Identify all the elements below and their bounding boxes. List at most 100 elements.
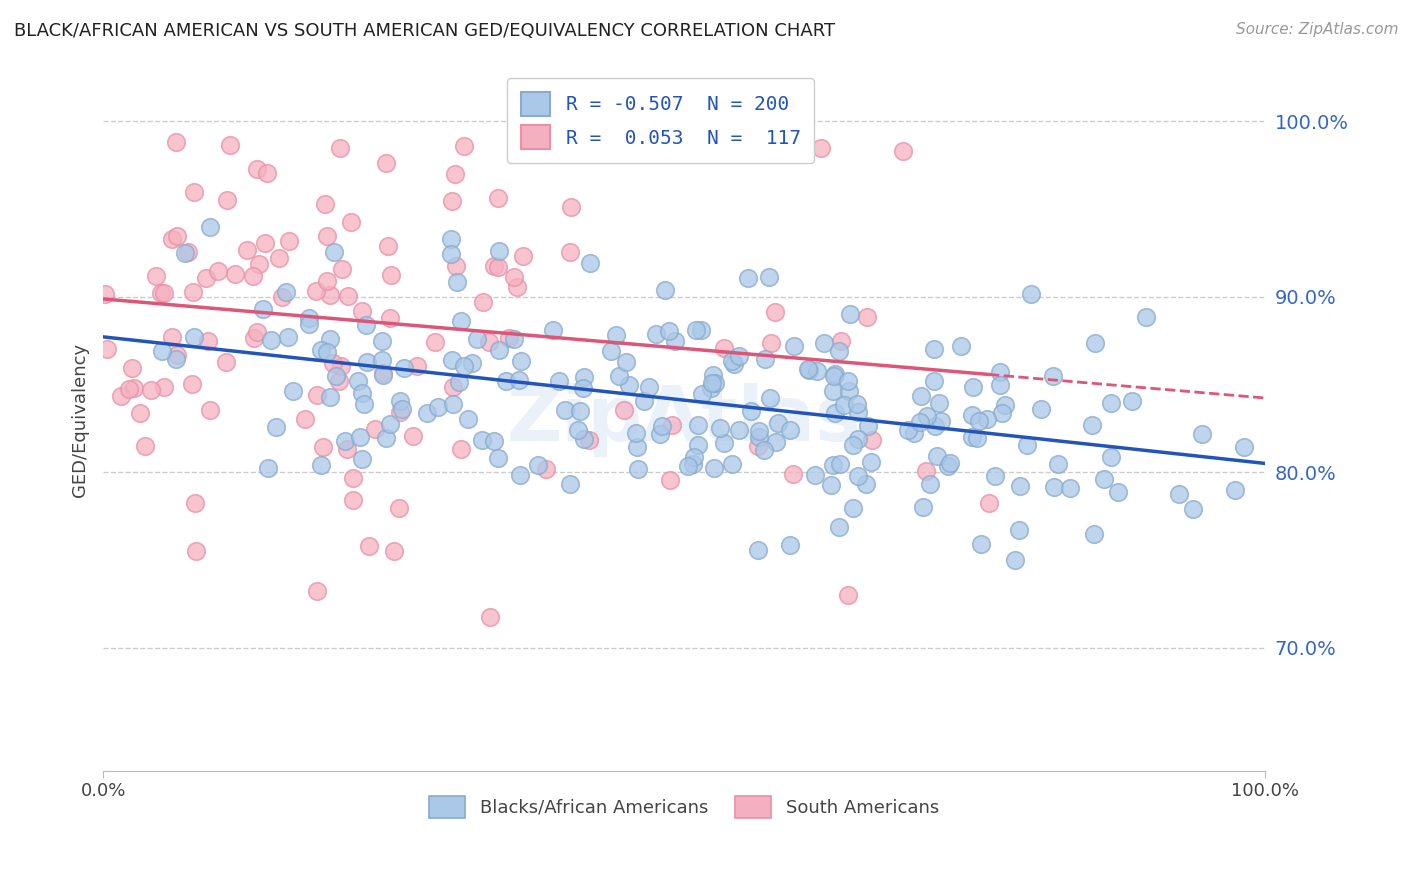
Point — [444, 167, 467, 181]
Point — [453, 138, 475, 153]
Point — [860, 433, 883, 447]
Point — [779, 538, 801, 552]
Point — [441, 352, 464, 367]
Point — [567, 424, 589, 438]
Point — [96, 343, 118, 357]
Point — [747, 542, 769, 557]
Point — [617, 378, 640, 392]
Point — [450, 442, 472, 456]
Point — [356, 23, 378, 37]
Point — [994, 398, 1017, 412]
Point — [215, 355, 238, 369]
Point — [371, 334, 394, 349]
Point — [690, 323, 713, 337]
Point — [571, 381, 593, 395]
Point — [352, 451, 374, 466]
Point — [759, 391, 782, 405]
Point — [908, 415, 931, 429]
Point — [969, 413, 991, 427]
Point — [488, 343, 510, 357]
Point — [918, 476, 941, 491]
Point — [486, 451, 509, 466]
Point — [472, 295, 495, 310]
Point — [440, 232, 463, 246]
Point — [683, 450, 706, 465]
Point — [804, 468, 827, 483]
Point — [359, 539, 381, 553]
Point — [576, 111, 599, 125]
Point — [402, 429, 425, 443]
Point — [626, 425, 648, 440]
Point — [915, 409, 938, 424]
Point — [200, 403, 222, 417]
Point — [267, 251, 290, 265]
Point — [765, 434, 787, 449]
Point — [848, 469, 870, 483]
Point — [353, 397, 375, 411]
Point — [924, 418, 946, 433]
Point — [371, 367, 394, 381]
Point — [312, 441, 335, 455]
Point — [1107, 485, 1129, 500]
Point — [508, 373, 530, 387]
Point — [856, 419, 879, 434]
Point — [676, 459, 699, 474]
Point — [827, 520, 849, 534]
Point — [1017, 438, 1039, 452]
Point — [1010, 479, 1032, 493]
Point — [502, 270, 524, 285]
Point — [783, 339, 806, 353]
Point — [846, 432, 869, 446]
Point — [897, 423, 920, 437]
Point — [661, 417, 683, 432]
Point — [256, 166, 278, 180]
Point — [294, 412, 316, 426]
Point — [664, 334, 686, 348]
Point — [479, 609, 502, 624]
Point — [950, 339, 973, 353]
Point — [848, 405, 870, 419]
Point — [283, 384, 305, 398]
Point — [478, 334, 501, 349]
Point — [330, 261, 353, 276]
Point — [165, 351, 187, 366]
Point — [824, 406, 846, 420]
Point — [685, 323, 707, 337]
Point — [298, 310, 321, 325]
Point — [405, 359, 427, 373]
Point — [160, 232, 183, 246]
Point — [1099, 396, 1122, 410]
Point — [307, 388, 329, 402]
Point — [984, 469, 1007, 483]
Point — [377, 239, 399, 253]
Point — [977, 496, 1000, 510]
Point — [260, 333, 283, 347]
Point — [922, 374, 945, 388]
Point — [910, 389, 932, 403]
Point — [441, 380, 464, 394]
Point — [440, 246, 463, 260]
Point — [388, 501, 411, 516]
Point — [336, 289, 359, 303]
Point — [627, 462, 650, 476]
Point — [166, 348, 188, 362]
Point — [498, 331, 520, 345]
Point — [271, 290, 294, 304]
Point — [389, 394, 412, 409]
Point — [177, 245, 200, 260]
Point — [1004, 553, 1026, 567]
Point — [859, 455, 882, 469]
Point — [703, 461, 725, 475]
Point — [837, 588, 859, 602]
Point — [356, 355, 378, 369]
Point — [962, 380, 984, 394]
Point — [305, 284, 328, 298]
Point — [960, 430, 983, 444]
Point — [482, 259, 505, 273]
Point — [728, 349, 751, 363]
Point — [966, 431, 988, 445]
Point — [543, 323, 565, 337]
Point — [373, 368, 395, 382]
Point — [328, 374, 350, 388]
Point — [149, 285, 172, 300]
